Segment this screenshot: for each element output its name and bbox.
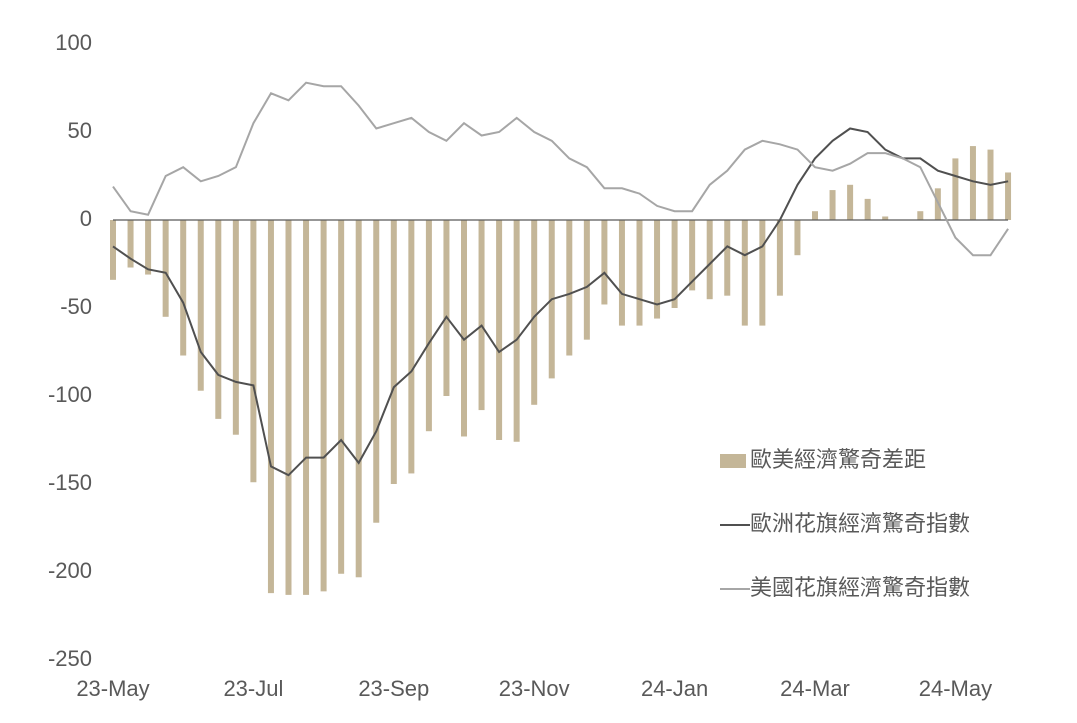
bar <box>776 220 783 296</box>
bar <box>320 220 327 592</box>
x-tick-label: 24-May <box>919 676 992 701</box>
bar <box>829 190 836 220</box>
legend-swatch <box>720 454 746 468</box>
bar <box>373 220 380 523</box>
bar <box>355 220 362 578</box>
line <box>112 127 1009 477</box>
bar <box>882 216 889 220</box>
bar <box>232 220 239 435</box>
bar <box>110 220 116 280</box>
bar <box>601 220 608 305</box>
bar <box>724 220 731 296</box>
legend-label: 歐美經濟驚奇差距 <box>750 447 926 472</box>
bar <box>303 220 310 595</box>
y-tick-label: 50 <box>68 118 92 143</box>
bar <box>496 220 503 440</box>
bar <box>461 220 467 437</box>
y-tick-label: -100 <box>48 382 92 407</box>
bar <box>759 220 766 326</box>
bar <box>250 220 257 483</box>
legend-label: 歐洲花旗經濟驚奇指數 <box>750 511 970 536</box>
line <box>112 81 1009 257</box>
x-tick-label: 23-Nov <box>499 676 570 701</box>
bar <box>741 220 748 326</box>
bar <box>425 220 432 432</box>
bar <box>654 220 661 319</box>
legend-label: 美國花旗經濟驚奇指數 <box>750 575 970 600</box>
bar <box>197 220 204 391</box>
y-tick-label: -150 <box>48 470 92 495</box>
bar <box>917 211 924 220</box>
bar <box>145 220 152 275</box>
x-tick-label: 23-Jul <box>223 676 283 701</box>
y-tick-label: -200 <box>48 558 92 583</box>
bar <box>864 198 871 220</box>
bar <box>671 220 678 308</box>
bar <box>794 220 801 256</box>
bar <box>812 211 818 220</box>
bar <box>531 220 538 405</box>
x-tick-label: 23-May <box>76 676 149 701</box>
bar <box>443 220 450 396</box>
bar <box>180 220 187 356</box>
bar <box>513 220 520 442</box>
bar <box>127 220 134 268</box>
bar <box>215 220 222 419</box>
bar <box>267 220 274 594</box>
bar <box>706 220 713 300</box>
y-tick-label: -50 <box>60 294 92 319</box>
x-tick-label: 23-Sep <box>358 676 429 701</box>
bar <box>847 184 854 220</box>
y-tick-label: 0 <box>80 206 92 231</box>
x-tick-label: 24-Jan <box>641 676 708 701</box>
x-tick-label: 24-Mar <box>780 676 850 701</box>
bar <box>969 146 976 220</box>
bar <box>583 220 590 340</box>
bar <box>338 220 345 574</box>
y-tick-label: -250 <box>48 646 92 671</box>
bar <box>636 220 643 326</box>
bar <box>618 220 625 326</box>
bar <box>1005 172 1012 220</box>
bar <box>162 220 169 317</box>
y-tick-label: 100 <box>55 30 92 55</box>
bar <box>952 158 959 220</box>
bar <box>390 220 397 484</box>
bar <box>285 220 292 595</box>
bar <box>408 220 415 474</box>
bar <box>478 220 485 411</box>
bar <box>689 220 696 291</box>
bar <box>566 220 573 356</box>
